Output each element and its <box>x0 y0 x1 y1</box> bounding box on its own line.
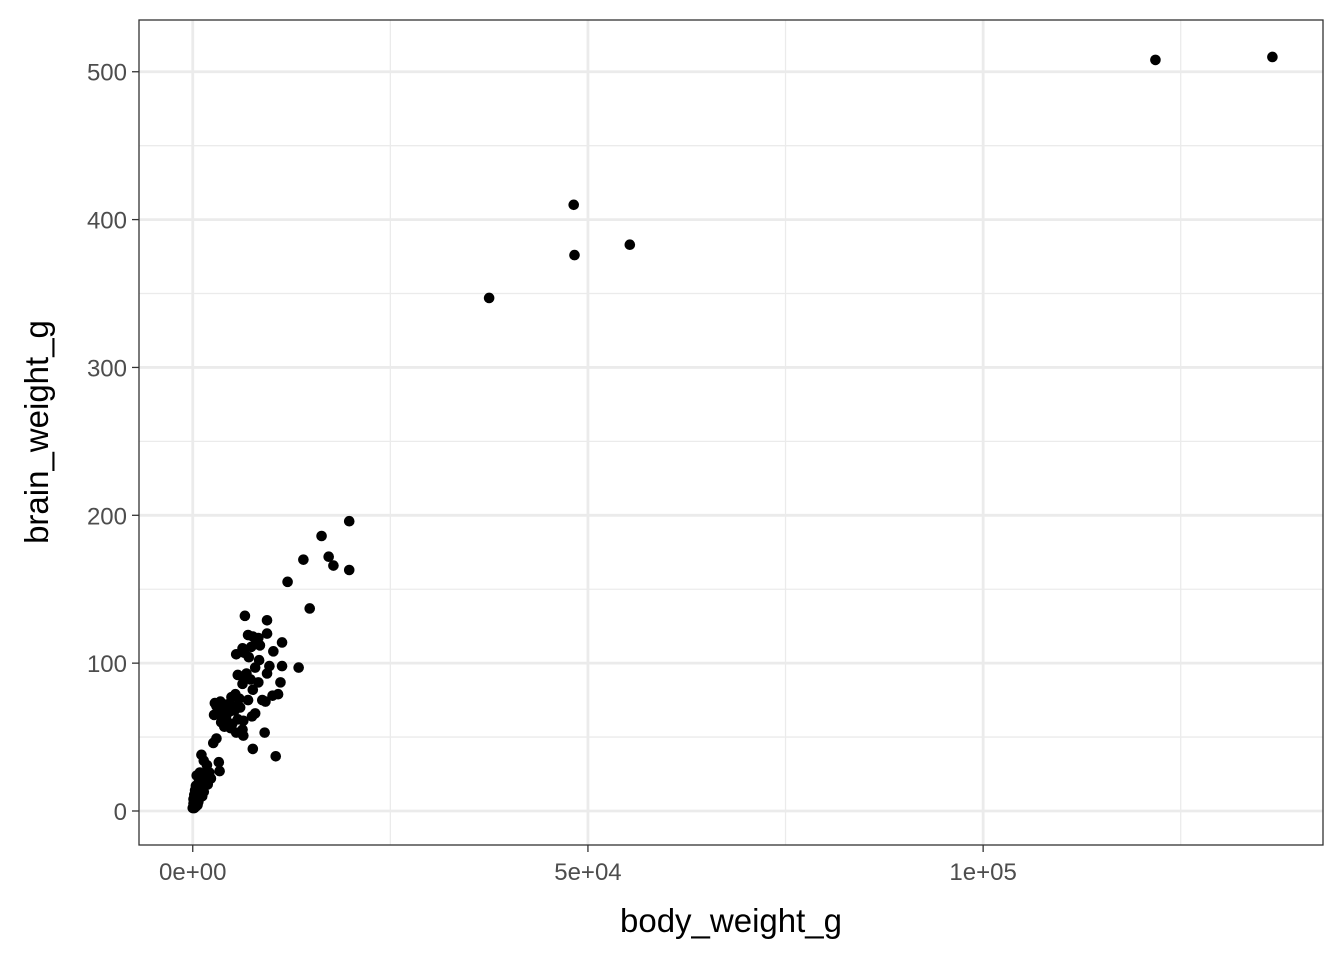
data-point <box>624 239 636 251</box>
x-axis-title: body_weight_g <box>620 902 842 939</box>
data-point <box>243 651 255 663</box>
data-point <box>249 662 261 673</box>
data-point <box>229 705 240 716</box>
data-point <box>483 292 495 304</box>
x-tick-label: 1e+05 <box>949 859 1016 886</box>
data-point <box>569 249 580 261</box>
data-point <box>259 727 270 738</box>
data-point <box>261 614 273 626</box>
data-point <box>293 662 304 673</box>
data-point <box>343 564 355 576</box>
data-point <box>253 677 264 688</box>
data-point <box>270 750 282 762</box>
data-point <box>282 576 293 588</box>
data-point <box>328 560 339 571</box>
data-points <box>187 51 1278 814</box>
data-point <box>247 743 259 755</box>
data-point <box>275 677 286 688</box>
x-tick-label: 5e+04 <box>554 859 621 886</box>
data-point <box>267 690 278 701</box>
data-point <box>208 709 220 721</box>
y-tick-label: 100 <box>87 651 127 678</box>
data-point <box>1267 51 1278 63</box>
plot-border <box>138 19 1324 846</box>
data-point <box>247 684 259 696</box>
data-point <box>213 756 225 768</box>
y-tick-label: 200 <box>87 503 127 530</box>
data-point <box>242 694 254 706</box>
data-point <box>304 603 316 614</box>
data-point <box>261 628 273 639</box>
data-point <box>316 530 327 542</box>
data-point <box>234 693 245 704</box>
plot-background <box>139 20 1323 845</box>
data-point <box>1150 54 1161 66</box>
x-axis-ticks: 0e+00 5e+04 1e+05 <box>159 845 1017 886</box>
data-point <box>323 551 334 562</box>
data-point <box>276 660 288 672</box>
data-point <box>298 554 309 565</box>
y-tick-label: 0 <box>114 799 127 826</box>
y-tick-label: 500 <box>87 60 127 87</box>
data-point <box>214 765 225 777</box>
data-point <box>239 610 251 622</box>
y-axis-ticks: 0 100 200 300 400 500 <box>87 60 139 826</box>
x-tick-label: 0e+00 <box>159 859 226 886</box>
data-point <box>230 648 242 660</box>
data-point <box>238 715 249 727</box>
data-point <box>276 637 288 648</box>
major-gridlines <box>139 20 1323 845</box>
y-tick-label: 400 <box>87 208 127 235</box>
data-point <box>260 696 271 707</box>
data-point <box>207 737 219 749</box>
y-axis-title: brain_weight_g <box>18 320 55 544</box>
data-point <box>192 796 204 808</box>
data-point <box>261 668 273 679</box>
data-point <box>237 678 248 690</box>
data-point <box>238 730 249 741</box>
minor-gridlines <box>139 20 1323 845</box>
data-point <box>254 640 266 651</box>
y-tick-label: 300 <box>87 355 127 382</box>
data-point <box>246 711 258 722</box>
data-point <box>568 199 580 211</box>
data-point <box>343 515 355 527</box>
data-point <box>268 646 279 657</box>
